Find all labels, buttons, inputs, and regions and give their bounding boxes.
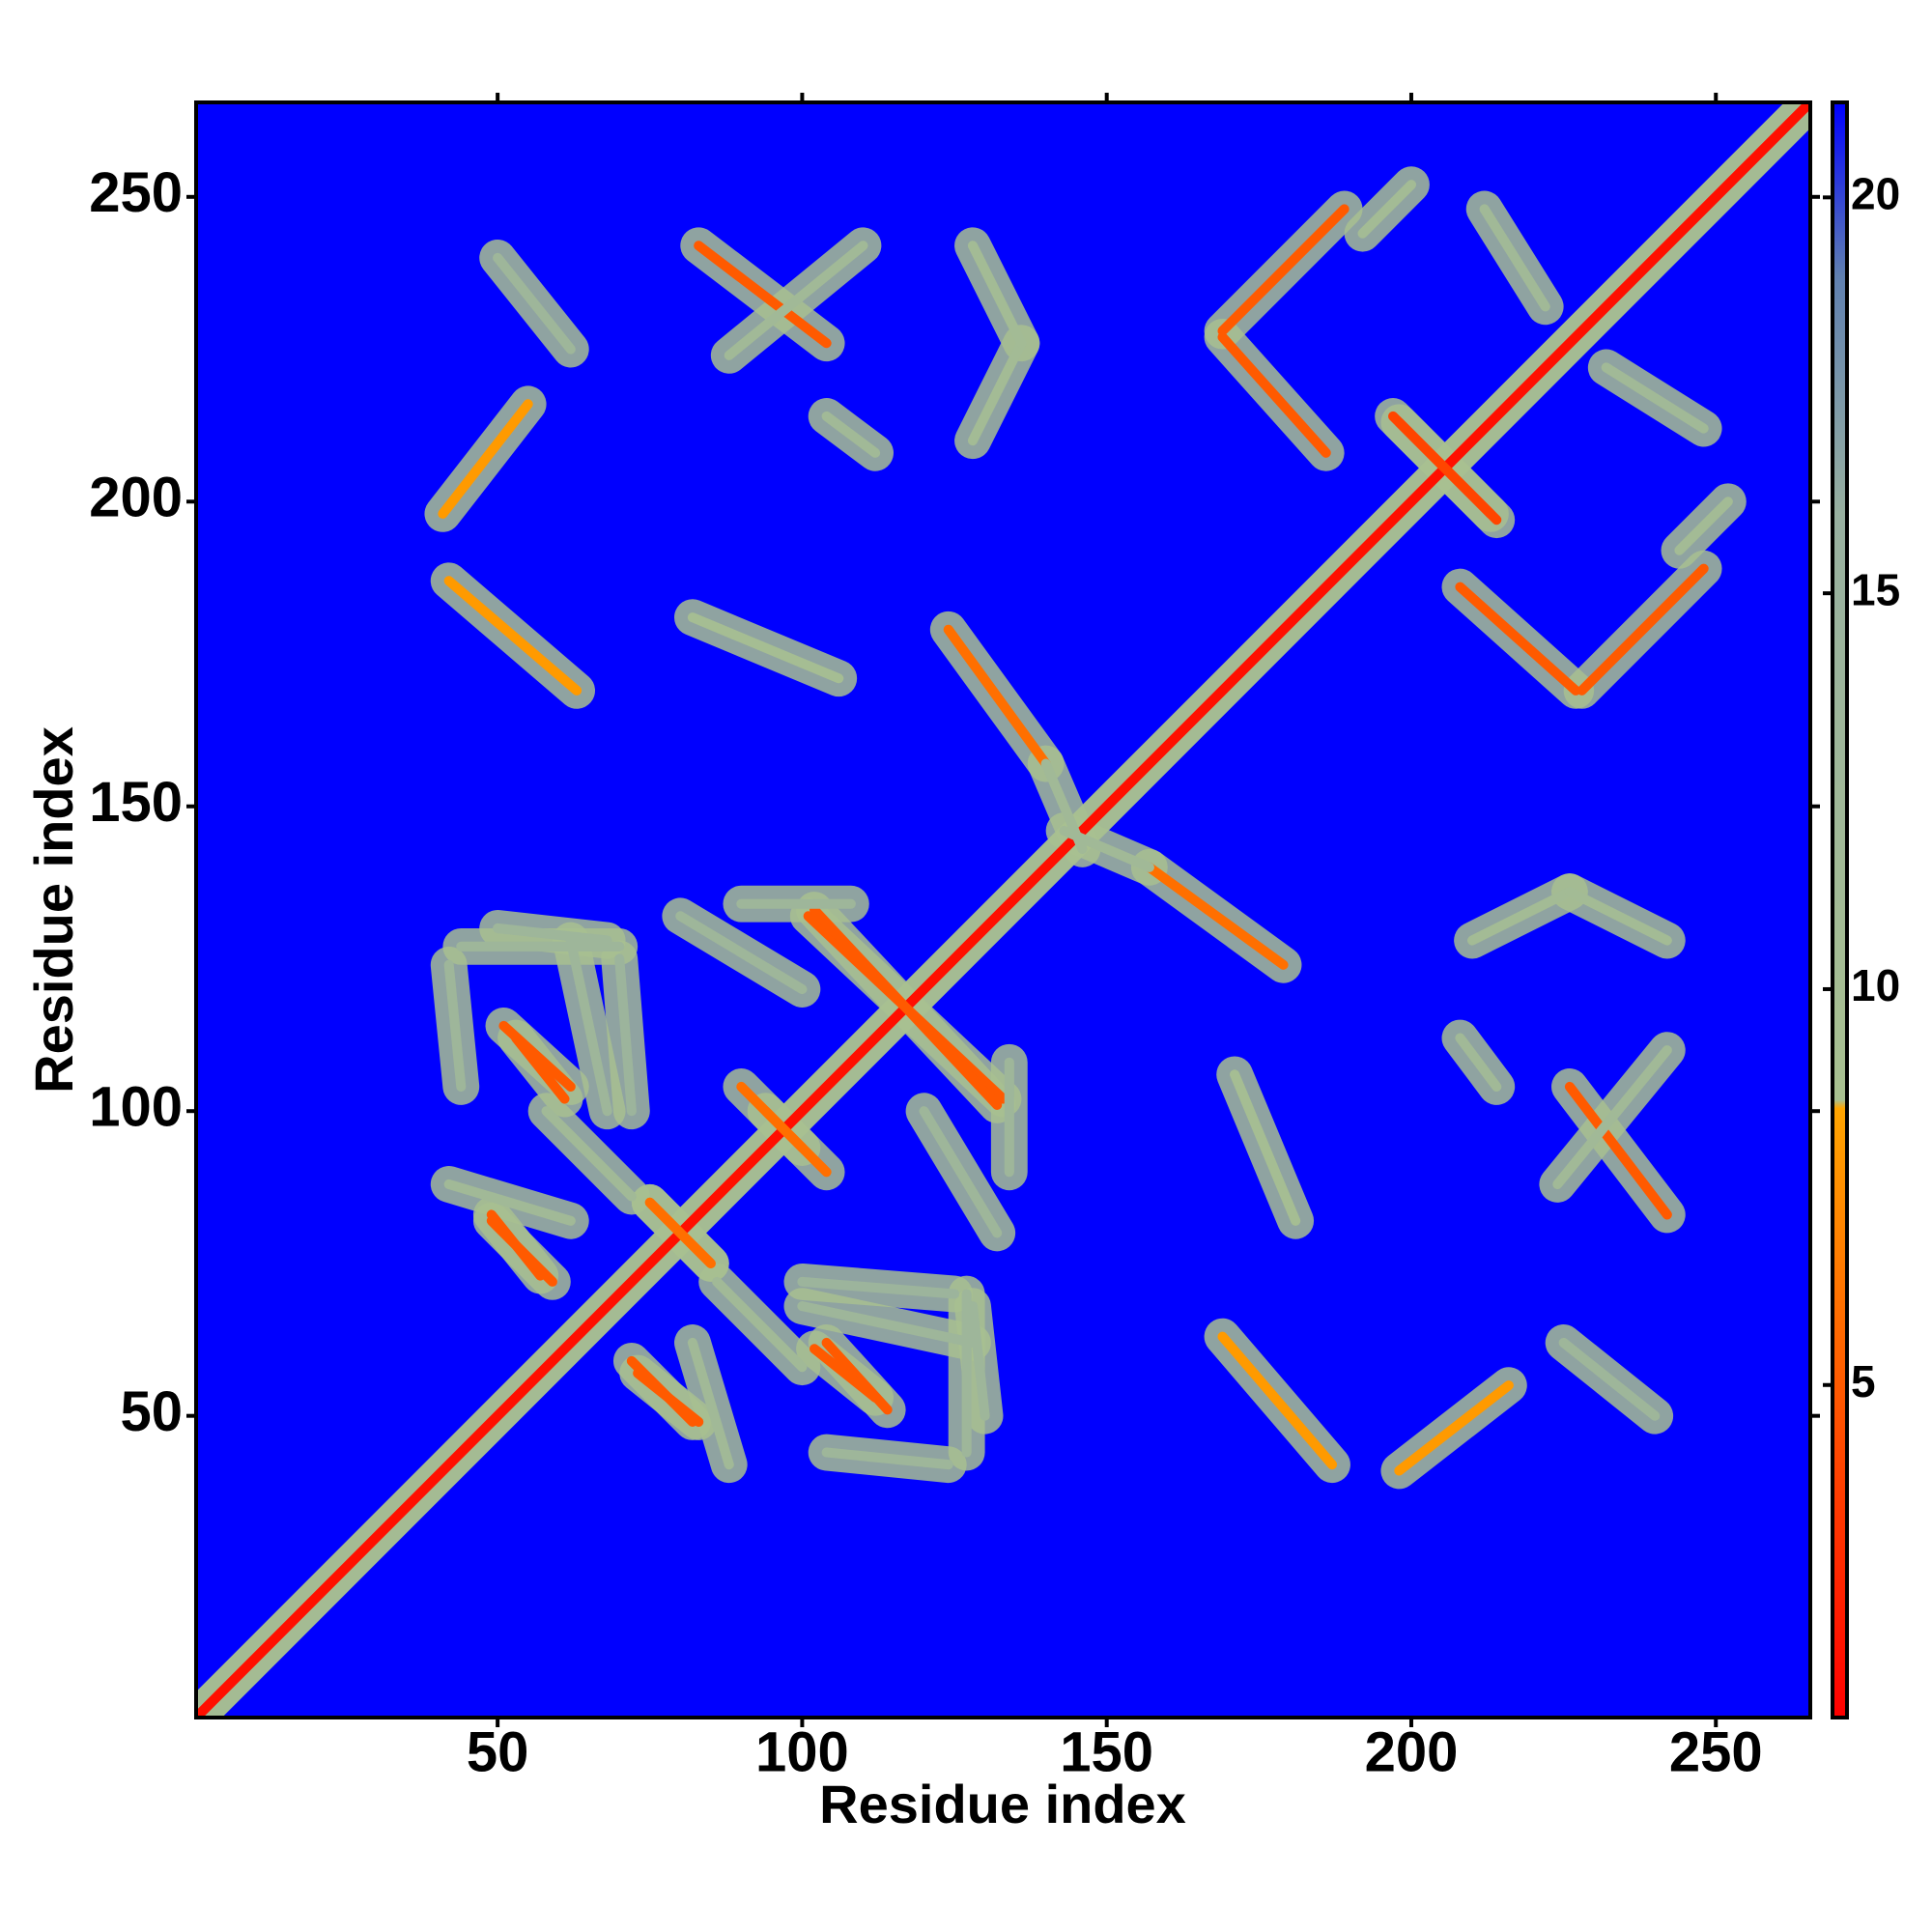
- x-tick-label: 150: [1060, 1720, 1153, 1783]
- contact-layer: [196, 102, 1810, 1718]
- x-tick-label: 100: [755, 1720, 849, 1783]
- contact: [1466, 887, 1575, 946]
- colorbar-tick-label: 5: [1851, 1356, 1876, 1406]
- x-axis-label: Residue index: [819, 1774, 1186, 1834]
- contact: [943, 624, 1051, 769]
- contact: [1217, 204, 1350, 336]
- contact: [1217, 1331, 1338, 1470]
- contact: [541, 1106, 637, 1202]
- contact: [443, 576, 582, 696]
- y-tick-label: 150: [89, 771, 183, 834]
- contact: [1388, 411, 1495, 519]
- contact: [967, 1301, 990, 1421]
- contact: [1552, 1045, 1672, 1189]
- contact: [1394, 1380, 1514, 1476]
- contact: [821, 411, 881, 458]
- contact: [1564, 887, 1672, 946]
- contact: [614, 953, 637, 1117]
- contact: [438, 399, 533, 519]
- contact: [1577, 563, 1709, 696]
- contact: [821, 1447, 953, 1470]
- contact: [493, 923, 612, 946]
- contact: [1601, 362, 1709, 434]
- colorbar-frame: [1831, 100, 1849, 1719]
- colorbar-segment: [1833, 276, 1847, 515]
- contact: [1230, 1069, 1301, 1226]
- contact: [486, 1215, 557, 1287]
- x-tick-label: 250: [1669, 1720, 1763, 1783]
- y-tick-label: 100: [89, 1076, 183, 1139]
- contact: [644, 1197, 716, 1268]
- contact: [967, 338, 1027, 446]
- colorbar-tick-label: 10: [1851, 960, 1900, 1010]
- contact: [493, 252, 576, 355]
- contact: [724, 241, 868, 360]
- contact: [1455, 1033, 1502, 1093]
- y-tick-label: 50: [120, 1380, 183, 1443]
- contact: [1144, 862, 1289, 970]
- y-tick-label: 200: [89, 467, 183, 529]
- contact: [443, 1179, 576, 1226]
- contact: [1564, 1081, 1672, 1220]
- x-tick-label: 200: [1365, 1720, 1459, 1783]
- contact: [687, 612, 844, 684]
- colorbar-segment: [1833, 514, 1847, 1101]
- contact: [967, 241, 1027, 349]
- contact: [1674, 497, 1733, 555]
- contact: [797, 1301, 979, 1349]
- colorbar-segment: [1833, 1107, 1847, 1719]
- contact: [1479, 204, 1550, 312]
- contact: [797, 1276, 960, 1299]
- contact: [626, 1355, 697, 1428]
- contact: [687, 1337, 734, 1470]
- colorbar-segment: [1833, 102, 1847, 277]
- colorbar-tick-label: 20: [1851, 169, 1900, 219]
- plot-frame: [194, 100, 1812, 1719]
- colorbar-segment: [1833, 1099, 1847, 1109]
- contact: [1558, 1337, 1661, 1421]
- y-tick-label: 250: [89, 161, 183, 224]
- contact: [1455, 582, 1581, 696]
- contact: [443, 959, 467, 1093]
- contact: [760, 1106, 832, 1178]
- contact: [565, 935, 612, 1117]
- contact: [196, 102, 1810, 1718]
- colorbar-tick-label: 15: [1851, 564, 1900, 614]
- contact: [511, 1033, 570, 1104]
- contact: [694, 241, 832, 349]
- y-axis-label: Residue index: [23, 726, 84, 1094]
- contact: [809, 1344, 881, 1403]
- contact: [919, 1106, 1003, 1238]
- contact: [1357, 180, 1417, 239]
- contact: [809, 904, 1003, 1110]
- x-tick-label: 50: [467, 1720, 529, 1783]
- contact: [1040, 758, 1088, 854]
- contact: [675, 911, 808, 995]
- contact: [1217, 331, 1331, 458]
- contact: [712, 1276, 808, 1373]
